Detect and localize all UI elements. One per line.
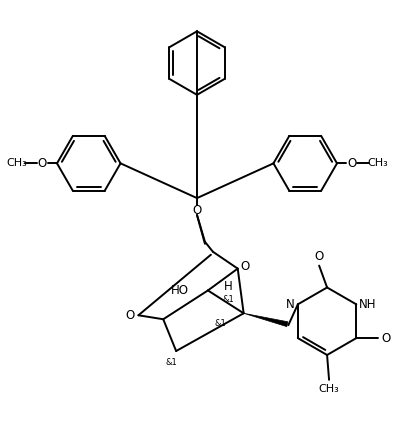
Text: O: O: [192, 204, 202, 216]
Text: &1: &1: [223, 295, 234, 304]
Text: CH₃: CH₃: [367, 158, 388, 168]
Text: &1: &1: [214, 319, 226, 328]
Text: O: O: [347, 157, 357, 170]
Text: CH₃: CH₃: [6, 158, 27, 168]
Polygon shape: [243, 313, 288, 327]
Text: &1: &1: [165, 358, 177, 368]
Text: O: O: [381, 331, 391, 345]
Text: O: O: [37, 157, 47, 170]
Text: H: H: [223, 280, 232, 293]
Text: N: N: [286, 298, 295, 311]
Text: NH: NH: [359, 298, 377, 311]
Text: O: O: [240, 260, 249, 273]
Text: O: O: [126, 309, 135, 322]
Text: HO: HO: [171, 284, 189, 297]
Text: O: O: [314, 250, 324, 263]
Text: CH₃: CH₃: [319, 384, 340, 394]
